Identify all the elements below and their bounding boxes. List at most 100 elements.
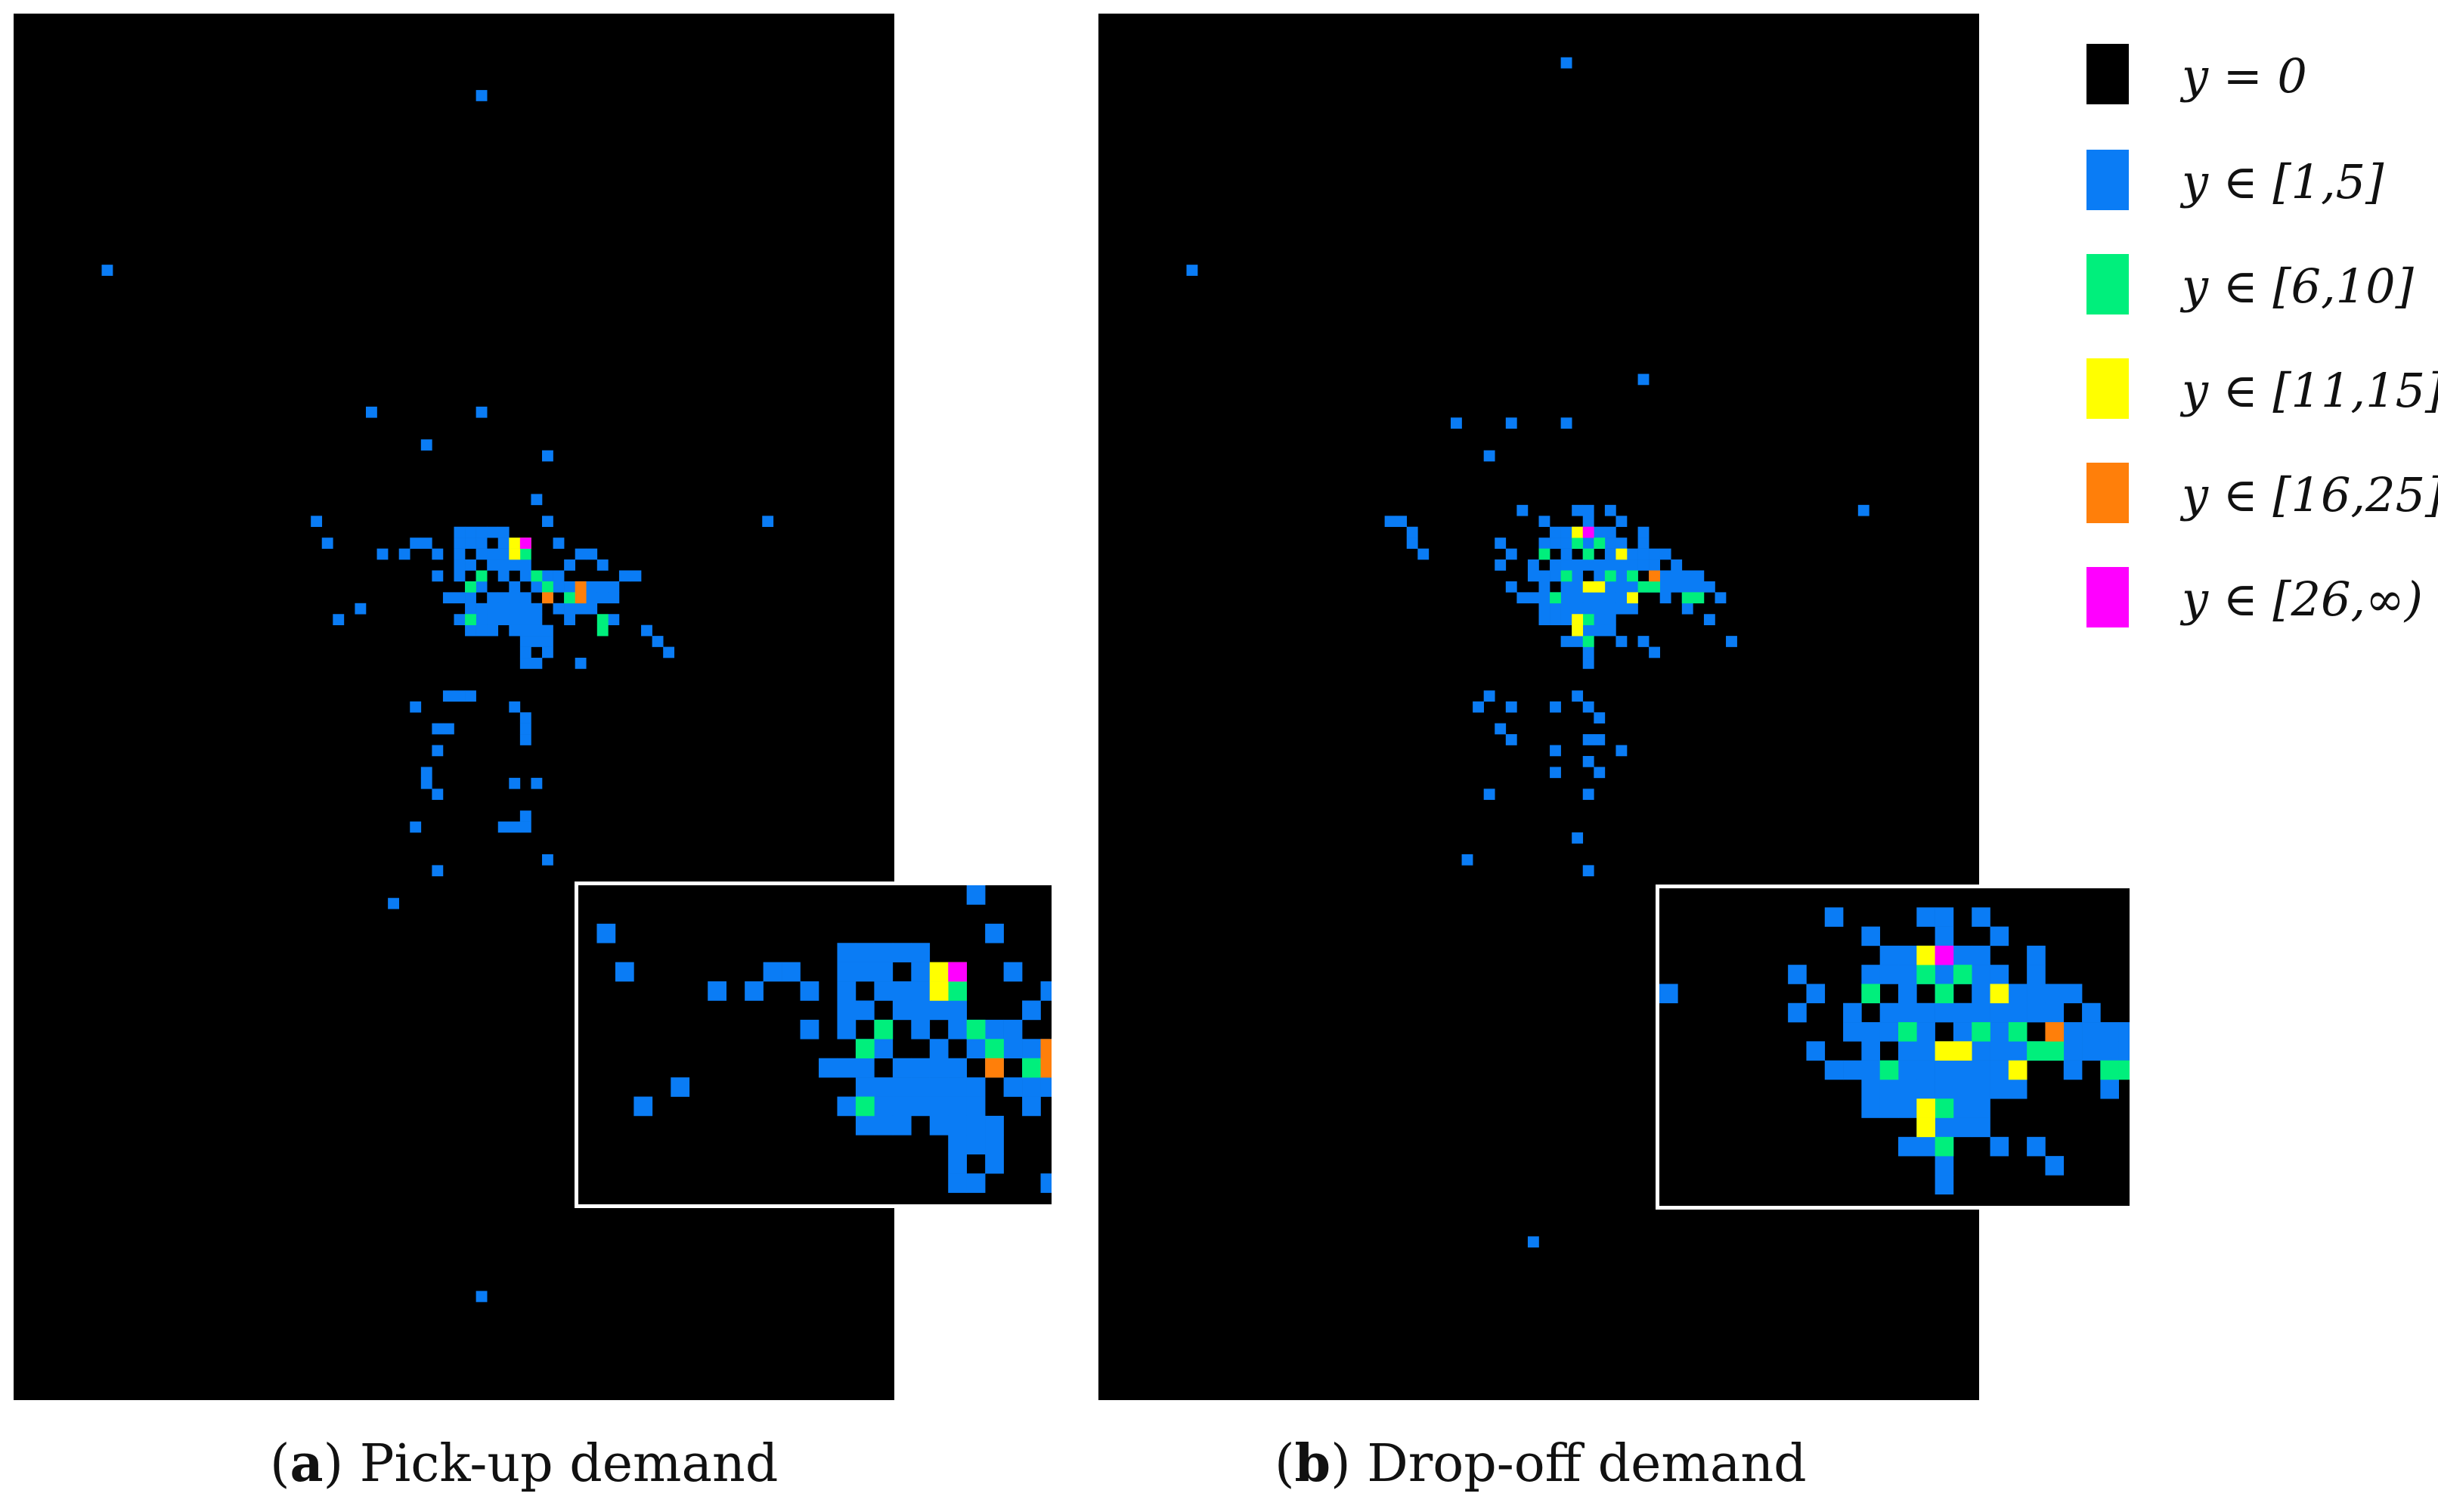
demand-cell-1-5 [1627,548,1638,560]
demand-cell-1-5 [1935,965,1954,984]
demand-cell-1-5 [1627,559,1638,571]
demand-cell-1-5 [519,603,531,615]
demand-cell-6-10 [1637,581,1650,593]
demand-cell-1-5 [615,962,634,982]
demand-cell-1-5 [476,548,488,560]
demand-cell-26-plus [1935,945,1954,965]
demand-cell-1-5 [564,603,575,615]
demand-cell-1-5 [519,712,531,723]
demand-cell-1-5 [911,962,931,982]
demand-cell-6-10 [596,614,609,625]
demand-cell-1-5 [1594,559,1606,571]
demand-cell-1-5 [1505,734,1517,745]
demand-cell-1-5 [1604,592,1616,604]
demand-cell-1-5 [1637,373,1650,386]
demand-cell-1-5 [586,603,598,615]
demand-cell-1-5 [837,943,857,962]
demand-cell-1-5 [1594,712,1606,723]
demand-cell-1-5 [1582,865,1594,877]
demand-cell-1-5 [1681,581,1693,593]
demand-cell-1-5 [1582,538,1594,549]
demand-cell-1-5 [1898,1079,1917,1099]
demand-cell-1-5 [1604,614,1616,625]
demand-cell-1-5 [966,1077,986,1097]
demand-cell-1-5 [634,1096,653,1117]
demand-cell-11-15 [929,981,949,1001]
demand-cell-1-5 [1916,1022,1935,1042]
demand-cell-1-5 [1898,965,1917,984]
demand-cell-1-5 [1572,636,1584,647]
demand-cell-1-5 [874,962,894,982]
demand-cell-6-10 [465,614,476,625]
demand-cell-6-10 [564,592,575,604]
demand-cell-1-5 [1594,592,1606,604]
demand-cell-1-5 [1582,789,1594,801]
demand-cell-1-5 [819,1058,838,1078]
demand-cell-1-5 [1637,559,1650,571]
demand-cell-11-15 [2008,1060,2028,1080]
demand-cell-1-5 [2100,1041,2119,1061]
dropoff-zoom-inset [1656,885,2133,1210]
demand-cell-1-5 [929,1058,949,1078]
demand-cell-1-5 [618,570,630,582]
demand-cell-1-5 [1637,526,1650,538]
demand-cell-1-5 [1649,646,1660,658]
demand-cell-1-5 [1843,1060,1862,1080]
demand-cell-1-5 [1703,581,1715,593]
demand-cell-1-5 [1538,614,1550,625]
demand-cell-1-5 [1604,559,1616,571]
demand-cell-1-5 [531,636,543,647]
demand-cell-1-5 [929,1039,949,1058]
demand-cell-1-5 [531,777,543,789]
demand-cell-1-5 [1861,1079,1880,1099]
demand-cell-1-5 [1861,965,1880,984]
demand-cell-1-5 [1527,559,1539,571]
demand-cell-1-5 [531,624,543,637]
legend-swatch [2086,44,2129,104]
demand-cell-1-5 [465,592,476,604]
demand-cell-1-5 [892,1000,912,1021]
demand-cell-1-5 [1715,592,1727,604]
demand-cell-1-5 [1659,570,1671,582]
demand-cell-1-5 [892,1096,912,1117]
demand-cell-1-5 [630,570,642,582]
demand-cell-1-5 [1861,1060,1880,1080]
demand-cell-6-10 [966,1019,986,1040]
demand-cell-1-5 [596,923,616,943]
demand-cell-1-5 [1627,581,1638,593]
demand-cell-1-5 [1604,526,1616,538]
demand-cell-1-5 [1861,1022,1880,1042]
demand-cell-1-5 [410,821,422,833]
demand-cell-1-5 [1505,548,1517,560]
demand-cell-1-5 [476,1290,488,1303]
demand-cell-1-5 [2027,945,2046,965]
demand-cell-1-5 [2082,1041,2101,1061]
demand-cell-1-5 [519,624,531,637]
demand-cell-1-5 [596,559,609,571]
demand-cell-1-5 [1003,1039,1023,1058]
demand-cell-1-5 [1560,548,1572,560]
demand-cell-1-5 [1916,1002,1935,1023]
demand-cell-1-5 [101,265,113,276]
demand-cell-1-5 [948,1115,967,1136]
demand-cell-1-5 [2063,1060,2083,1080]
demand-cell-1-5 [454,690,466,702]
demand-cell-1-5 [1550,526,1561,538]
demand-cell-16-25 [1040,1058,1052,1078]
demand-cell-1-5 [487,526,499,538]
demand-cell-1-5 [1916,1041,1935,1061]
demand-cell-6-10 [985,1039,1004,1058]
demand-cell-16-25 [542,592,553,604]
demand-cell-1-5 [948,1096,967,1117]
demand-cell-1-5 [911,981,931,1001]
demand-cell-1-5 [1572,504,1584,516]
demand-cell-1-5 [966,885,986,905]
dropoff-caption: (b) Drop-off demand [1275,1433,1807,1494]
demand-cell-1-5 [1627,603,1638,615]
demand-cell-1-5 [1550,701,1561,713]
demand-cell-1-5 [1659,592,1671,604]
demand-cell-1-5 [497,526,510,538]
demand-cell-1-5 [837,962,857,982]
demand-cell-6-10 [542,581,553,593]
demand-cell-1-5 [1003,962,1023,982]
